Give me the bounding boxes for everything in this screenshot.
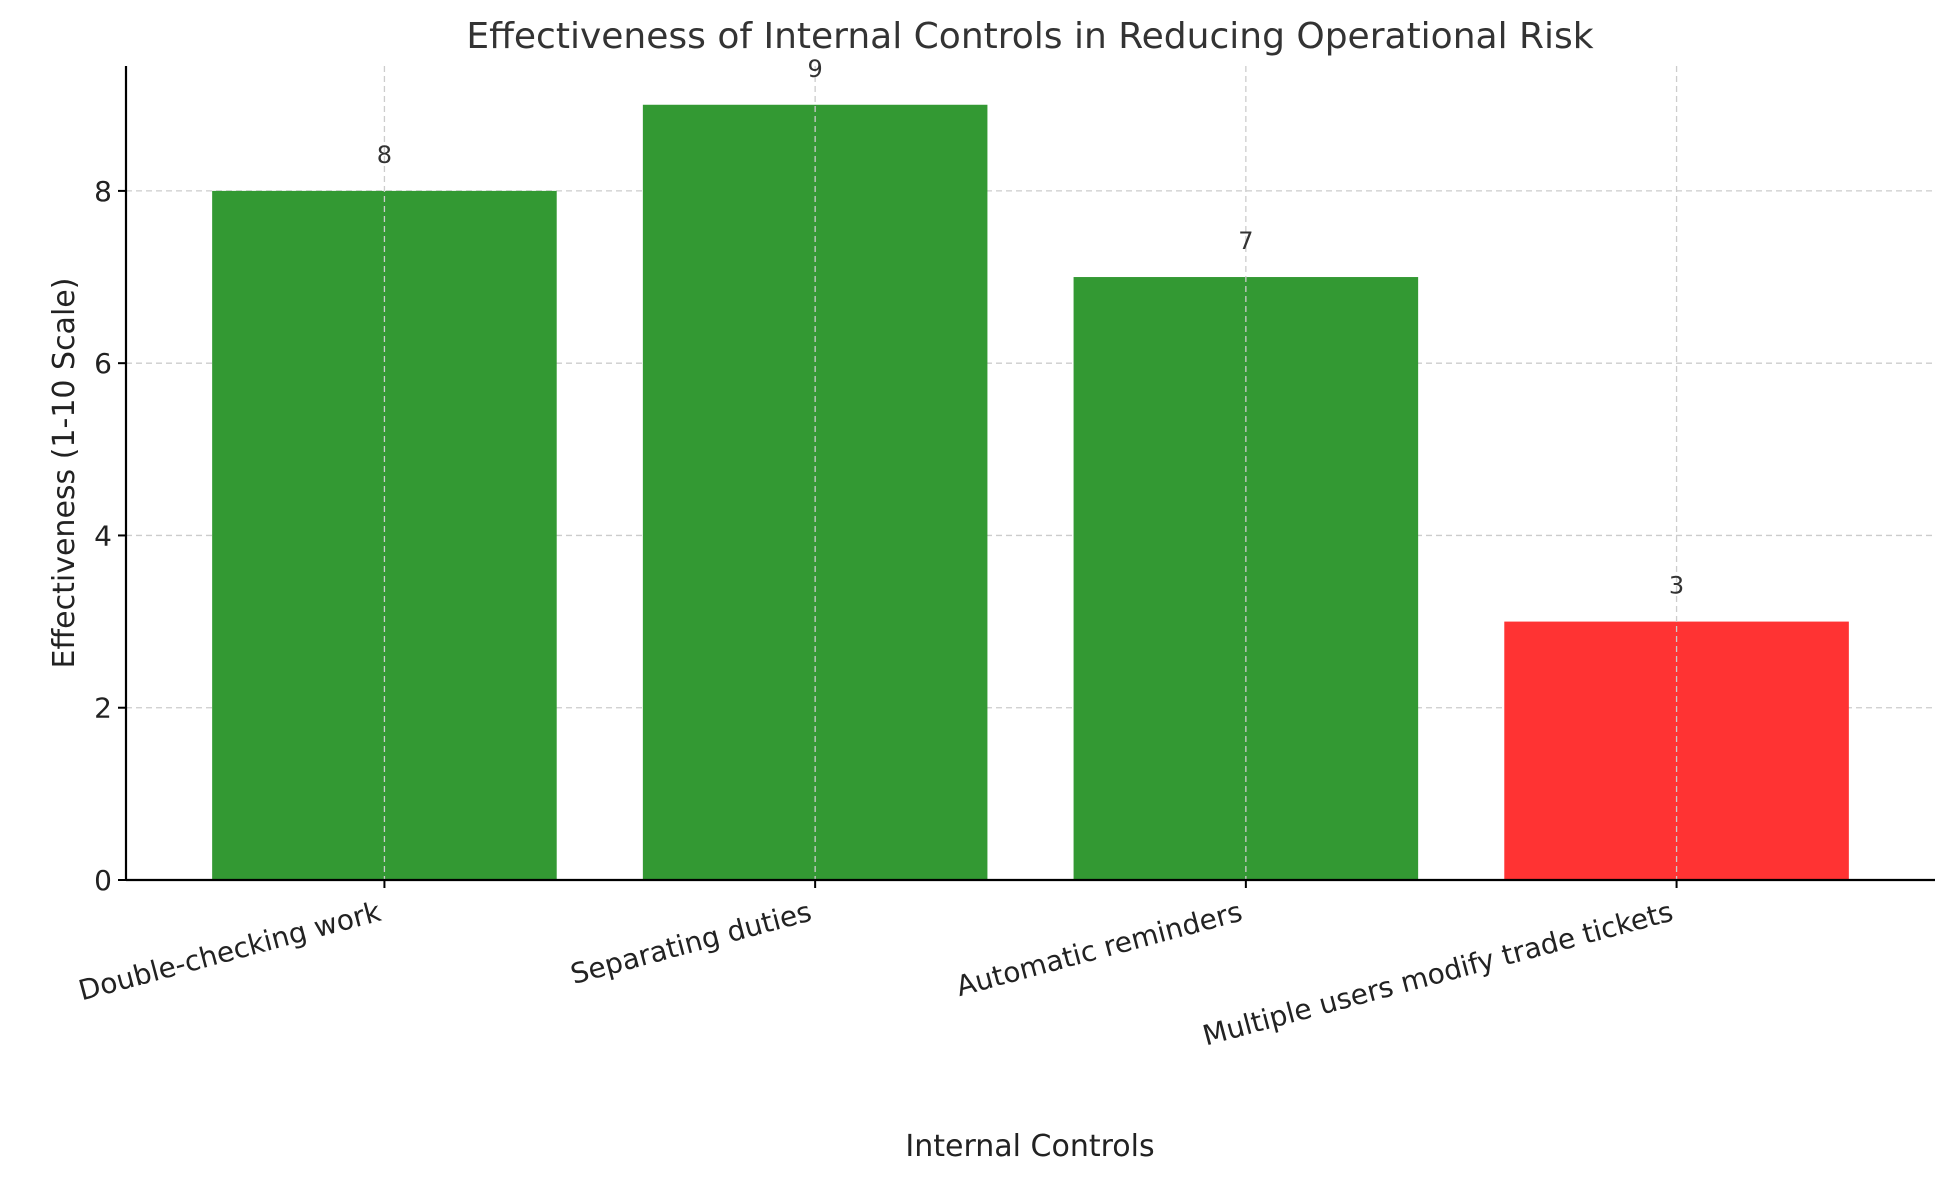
x-tick-label: Separating duties [567,895,815,991]
y-tick-label: 8 [94,175,112,208]
bars [212,104,1849,880]
y-tick-label: 6 [94,347,112,380]
y-tick-label: 0 [94,864,112,897]
bar-value-label: 8 [377,141,392,169]
x-axis-label: Internal Controls [905,1129,1154,1164]
axes [124,66,1935,882]
x-tick-label: Multiple users modify trade tickets [1199,895,1676,1052]
bar-value-label: 7 [1238,227,1253,255]
bar-value-label: 9 [808,55,823,83]
chart-title: Effectiveness of Internal Controls in Re… [466,16,1593,57]
vertical-grid [383,66,1678,880]
y-tick-label: 2 [94,692,112,725]
x-tick-label: Automatic reminders [953,895,1246,1003]
y-axis-label: Effectiveness (1-10 Scale) [47,278,82,669]
bar [212,190,557,880]
bar-value-label: 3 [1669,572,1684,600]
x-tick-label: Double-checking work [75,895,385,1008]
data-labels: 8 9 7 3 [377,55,1684,600]
y-tick-label: 4 [94,519,112,552]
